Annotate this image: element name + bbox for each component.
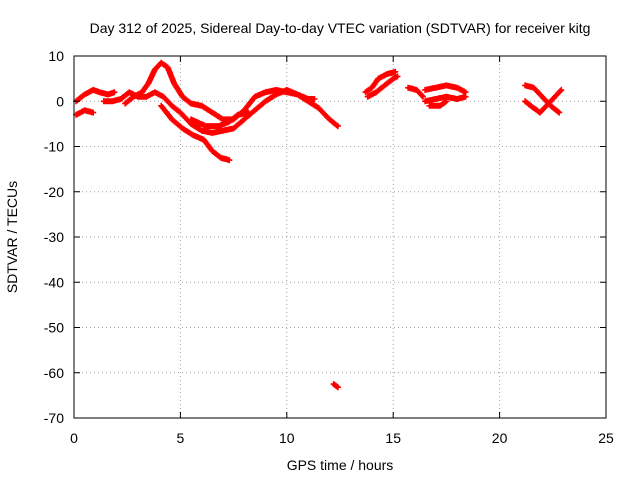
series-arc11 — [422, 82, 469, 96]
series-arc10 — [405, 84, 426, 100]
chart-title: Day 312 of 2025, Sidereal Day-to-day VTE… — [90, 20, 591, 36]
y-tick-label: -50 — [44, 320, 64, 336]
y-tick-label: 0 — [56, 93, 64, 109]
x-tick-label: 25 — [598, 430, 614, 446]
y-tick-label: -70 — [44, 410, 64, 426]
data-marker-trace — [422, 93, 469, 105]
x-tick-label: 20 — [492, 430, 508, 446]
data-marker-trace — [73, 107, 97, 118]
series-arc6 — [188, 109, 252, 130]
x-tick-label: 10 — [279, 430, 295, 446]
series-arc8 — [362, 68, 399, 96]
y-tick-label: -60 — [44, 365, 64, 381]
data-marker-trace — [100, 86, 341, 136]
series-arc7 — [330, 381, 341, 391]
x-tick-label: 0 — [70, 430, 78, 446]
x-tick-label: 5 — [177, 430, 185, 446]
axis-ticks: 10 0 -10 -20 -30 -40 -50 -60 -70 0 5 10 15 20 25 — [44, 48, 614, 446]
x-axis-label: GPS time / hours — [287, 457, 394, 473]
data-marker-trace — [330, 381, 341, 391]
y-tick-label: 10 — [48, 48, 64, 64]
data-marker-trace — [522, 86, 565, 116]
y-axis-label: SDTVAR / TECUs — [4, 181, 20, 293]
y-tick-label: -40 — [44, 274, 64, 290]
data-marker-trace — [426, 98, 450, 109]
data-marker-trace — [158, 102, 233, 164]
y-tick-label: -20 — [44, 184, 64, 200]
grid — [74, 56, 606, 418]
series-arc13 — [426, 98, 450, 109]
series-arc2 — [73, 107, 97, 118]
y-tick-label: -30 — [44, 229, 64, 245]
data-marker-trace — [188, 109, 252, 130]
data-marker-trace — [422, 82, 469, 96]
data-marker-trace — [362, 68, 399, 96]
data-marker-trace — [364, 73, 401, 100]
y-tick-label: -10 — [44, 139, 64, 155]
x-tick-label: 15 — [385, 430, 401, 446]
series-arc12 — [422, 93, 469, 105]
series-arc4 — [100, 86, 341, 136]
series-arc5 — [158, 102, 233, 164]
series-arc15 — [522, 86, 565, 116]
series-arc9 — [364, 73, 401, 100]
data-marker-trace — [405, 84, 426, 100]
